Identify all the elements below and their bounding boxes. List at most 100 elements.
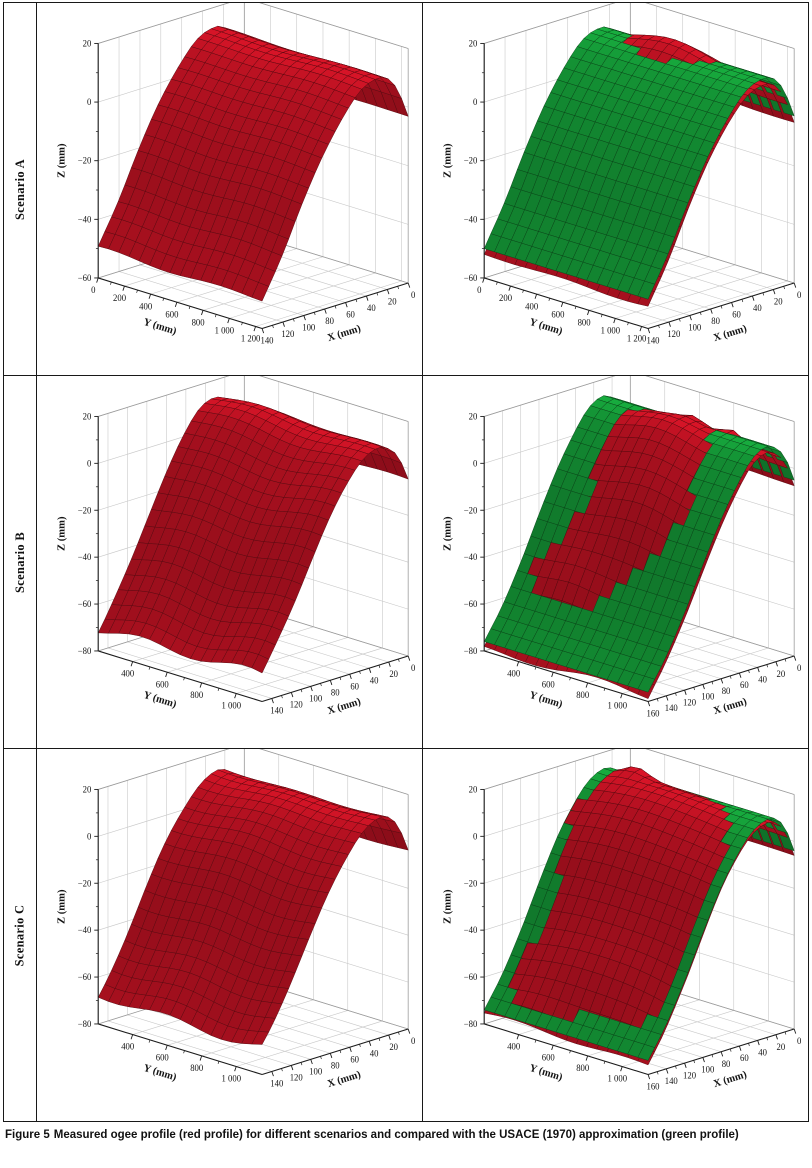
figure-row-scenario-b: Scenario B 20 0 −20 −40 −60 −80 400 600 800 1 000… xyxy=(4,376,808,749)
svg-text:20: 20 xyxy=(469,38,478,48)
svg-text:400: 400 xyxy=(139,301,153,311)
svg-text:120: 120 xyxy=(290,1072,304,1082)
svg-text:−20: −20 xyxy=(78,878,92,888)
svg-text:X (mm): X (mm) xyxy=(326,696,362,717)
svg-text:80: 80 xyxy=(722,686,731,696)
svg-text:0: 0 xyxy=(477,285,482,295)
svg-text:0: 0 xyxy=(91,285,96,295)
svg-text:−40: −40 xyxy=(78,925,92,935)
svg-text:40: 40 xyxy=(753,303,762,313)
figure-grid: Scenario A 20 0 −20 −40 −60 0 200 400 600 800 1 00… xyxy=(3,2,809,1122)
svg-text:1 000: 1 000 xyxy=(222,1074,242,1084)
svg-text:120: 120 xyxy=(683,697,697,707)
svg-text:1 200: 1 200 xyxy=(241,334,261,344)
figure-caption-text: Measured ogee profile (red profile) for … xyxy=(53,1129,739,1141)
svg-text:20: 20 xyxy=(777,1042,786,1052)
svg-text:Z (mm): Z (mm) xyxy=(443,143,454,178)
svg-text:Y (mm): Y (mm) xyxy=(528,317,564,338)
svg-text:0: 0 xyxy=(87,97,92,107)
svg-text:40: 40 xyxy=(370,1048,379,1058)
scenario-a-label-cell: Scenario A xyxy=(4,3,37,375)
svg-text:−20: −20 xyxy=(464,505,478,515)
svg-text:40: 40 xyxy=(370,675,379,685)
svg-text:800: 800 xyxy=(576,1063,590,1073)
svg-text:−60: −60 xyxy=(78,599,92,609)
svg-text:120: 120 xyxy=(281,329,295,339)
svg-text:20: 20 xyxy=(389,1042,398,1052)
svg-text:40: 40 xyxy=(367,303,376,313)
svg-text:400: 400 xyxy=(507,669,521,679)
svg-text:800: 800 xyxy=(192,317,206,327)
figure-row-scenario-a: Scenario A 20 0 −20 −40 −60 0 200 400 600 800 1 00… xyxy=(4,3,808,376)
svg-text:60: 60 xyxy=(350,681,359,691)
svg-text:−60: −60 xyxy=(78,972,92,982)
svg-text:Z (mm): Z (mm) xyxy=(443,889,454,924)
svg-text:−40: −40 xyxy=(78,552,92,562)
plot-cell-c-comparison: 20 0 −20 −40 −60 −80 400 600 800 1 000 0 20 40 60 80 10… xyxy=(423,749,808,1121)
plot-cell-a-measured: 20 0 −20 −40 −60 0 200 400 600 800 1 000 1 200 0 20 40… xyxy=(37,3,423,375)
svg-text:1 000: 1 000 xyxy=(222,701,242,711)
svg-text:600: 600 xyxy=(542,679,556,689)
svg-text:1 000: 1 000 xyxy=(608,1074,628,1084)
svg-text:600: 600 xyxy=(165,309,179,319)
svg-text:140: 140 xyxy=(647,336,661,346)
plot-cell-c-measured: 20 0 −20 −40 −60 −80 400 600 800 1 000 0 20 40 60 80 10… xyxy=(37,749,423,1121)
svg-text:80: 80 xyxy=(325,316,334,326)
plot-cell-a-comparison: 20 0 −20 −40 −60 0 200 400 600 800 1 000 1 200 0 20 40… xyxy=(423,3,808,375)
svg-text:Y (mm): Y (mm) xyxy=(528,690,564,711)
svg-text:Y (mm): Y (mm) xyxy=(528,1063,564,1084)
svg-text:200: 200 xyxy=(113,293,127,303)
svg-text:0: 0 xyxy=(411,663,416,673)
scenario-a-label: Scenario A xyxy=(12,158,27,220)
svg-text:140: 140 xyxy=(270,706,284,716)
svg-text:140: 140 xyxy=(270,1079,284,1089)
svg-text:0: 0 xyxy=(797,290,802,300)
svg-text:800: 800 xyxy=(578,317,592,327)
svg-text:−40: −40 xyxy=(464,925,478,935)
svg-text:600: 600 xyxy=(156,679,170,689)
svg-text:X (mm): X (mm) xyxy=(326,323,362,344)
svg-text:−80: −80 xyxy=(464,646,478,656)
figure-caption-label: Figure 5 xyxy=(5,1129,50,1141)
svg-text:600: 600 xyxy=(551,309,565,319)
svg-text:−80: −80 xyxy=(78,1019,92,1029)
svg-text:20: 20 xyxy=(83,411,92,421)
svg-text:−80: −80 xyxy=(78,646,92,656)
svg-text:20: 20 xyxy=(389,669,398,679)
svg-text:−60: −60 xyxy=(464,273,478,283)
svg-text:100: 100 xyxy=(302,323,316,333)
svg-text:400: 400 xyxy=(507,1042,521,1052)
svg-text:1 000: 1 000 xyxy=(215,325,235,335)
svg-text:Y (mm): Y (mm) xyxy=(142,1063,178,1084)
svg-text:60: 60 xyxy=(740,680,749,690)
svg-text:100: 100 xyxy=(688,323,702,333)
svg-text:−20: −20 xyxy=(464,878,478,888)
svg-text:−60: −60 xyxy=(78,273,92,283)
plot-cell-b-measured: 20 0 −20 −40 −60 −80 400 600 800 1 000 0 20 40 60 80 10… xyxy=(37,376,423,748)
svg-text:80: 80 xyxy=(331,687,340,697)
svg-text:600: 600 xyxy=(156,1052,170,1062)
svg-text:X (mm): X (mm) xyxy=(712,323,748,344)
svg-text:100: 100 xyxy=(701,1064,715,1074)
scenario-c-label: Scenario C xyxy=(12,904,27,966)
svg-text:Z (mm): Z (mm) xyxy=(57,516,68,551)
svg-text:20: 20 xyxy=(777,669,786,679)
svg-text:−40: −40 xyxy=(464,552,478,562)
svg-text:120: 120 xyxy=(667,329,681,339)
svg-text:0: 0 xyxy=(473,97,478,107)
svg-text:400: 400 xyxy=(525,301,539,311)
svg-text:200: 200 xyxy=(499,293,513,303)
svg-text:140: 140 xyxy=(665,1076,679,1086)
svg-text:0: 0 xyxy=(473,458,478,468)
svg-text:Y (mm): Y (mm) xyxy=(142,317,178,338)
svg-text:20: 20 xyxy=(469,411,478,421)
svg-text:−20: −20 xyxy=(78,505,92,515)
svg-text:20: 20 xyxy=(774,297,783,307)
svg-text:60: 60 xyxy=(346,310,355,320)
svg-text:−20: −20 xyxy=(78,156,92,166)
svg-text:20: 20 xyxy=(83,38,92,48)
svg-text:0: 0 xyxy=(797,1036,802,1046)
svg-text:Z (mm): Z (mm) xyxy=(57,143,68,178)
